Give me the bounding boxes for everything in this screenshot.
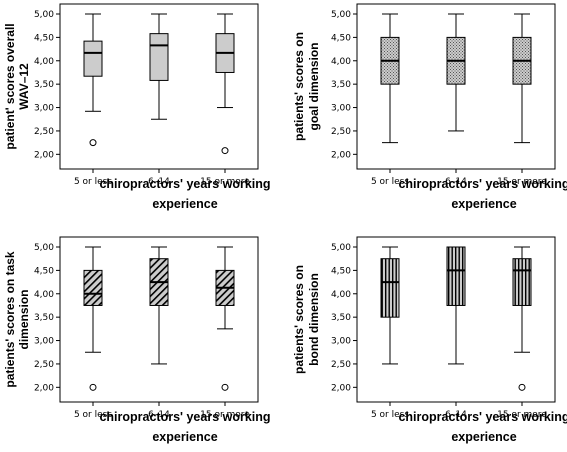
y-tick-label: 3,00	[34, 104, 54, 114]
iqr-box	[83, 40, 103, 77]
box-2	[446, 246, 466, 365]
y-tick-label: 5,00	[34, 243, 54, 253]
chart-panel-3: 2,00 2,50 3,00 3,50 4,00 4,50 5,00 5 or less 6–1…	[3, 236, 271, 444]
y-tick-label: 3,00	[331, 104, 351, 114]
chart-panel-2: 2,00 2,50 3,00 3,50 4,00 4,50 5,00 5 or less 6–1…	[292, 3, 567, 211]
outlier-point	[89, 139, 97, 147]
iqr-box	[149, 33, 169, 81]
x-tick-label: 15 or more	[200, 177, 250, 187]
y-tick-label: 2,50	[34, 127, 54, 137]
x-axis-label: chiropractors' years working experience	[398, 410, 567, 444]
y-axis-label: patients' scores on taskdimension	[3, 251, 31, 388]
y-tick-label: 2,00	[34, 150, 54, 160]
y-tick-label: 3,00	[34, 337, 54, 347]
box-2	[149, 13, 169, 120]
y-tick-label: 4,50	[34, 266, 54, 276]
x-tick-label: 15 or more	[497, 410, 547, 420]
y-tick-label: 3,00	[331, 337, 351, 347]
x-tick-label: 5 or less	[74, 177, 112, 187]
y-axis-label: patient' scores overallWAV–12	[3, 23, 31, 149]
outlier-point	[518, 383, 526, 391]
x-tick-label: 5 or less	[371, 177, 409, 187]
x-axis-label: chiropractors' years working experience	[99, 177, 270, 211]
y-tick-label: 2,00	[331, 383, 351, 393]
x-axis-label: chiropractors' years working experience	[398, 177, 567, 211]
iqr-box	[83, 269, 103, 306]
box-3	[512, 13, 532, 144]
y-tick-label: 2,50	[331, 360, 351, 370]
y-tick-label: 4,00	[34, 290, 54, 300]
y-tick-label: 3,50	[34, 80, 54, 90]
y-tick-label: 4,50	[34, 33, 54, 43]
y-tick-label: 4,00	[331, 57, 351, 67]
x-tick-label: 15 or more	[497, 177, 547, 187]
box-1	[380, 13, 400, 144]
x-axis-label: chiropractors' years working experience	[99, 410, 270, 444]
x-tick-label: 5 or less	[371, 410, 409, 420]
box-3	[512, 246, 532, 391]
y-tick-label: 2,50	[34, 360, 54, 370]
y-axis-label: patients' scores ongoal dimension	[292, 32, 321, 141]
box-2	[149, 246, 169, 365]
y-tick-label: 4,50	[331, 33, 351, 43]
chart-panel-4: 2,00 2,50 3,00 3,50 4,00 4,50 5,00 5 or less 6–1…	[292, 236, 567, 444]
y-tick-label: 3,50	[331, 80, 351, 90]
outlier-point	[221, 383, 229, 391]
x-tick-label: 5 or less	[74, 410, 112, 420]
outlier-point	[221, 147, 229, 155]
box-1	[83, 246, 103, 391]
x-tick-label: 6–14	[148, 177, 170, 187]
y-tick-label: 4,00	[34, 57, 54, 67]
x-tick-label: 6–14	[148, 410, 170, 420]
chart-panel-1: 2,00 2,50 3,00 3,50 4,00 4,50 5,00 5 or less 6–1…	[3, 3, 271, 211]
box-3	[215, 13, 235, 155]
y-tick-label: 3,50	[331, 313, 351, 323]
y-tick-label: 2,50	[331, 127, 351, 137]
x-tick-label: 6–14	[445, 177, 467, 187]
iqr-box	[512, 258, 532, 306]
y-axis-label: patients' scores onbond dimension	[292, 265, 321, 374]
y-tick-label: 4,00	[331, 290, 351, 300]
y-tick-label: 3,50	[34, 313, 54, 323]
x-tick-label: 15 or more	[200, 410, 250, 420]
y-tick-label: 5,00	[331, 243, 351, 253]
box-2	[446, 13, 466, 132]
box-1	[380, 246, 400, 365]
y-tick-label: 2,00	[331, 150, 351, 160]
y-tick-label: 4,50	[331, 266, 351, 276]
box-1	[83, 13, 103, 147]
box-3	[215, 246, 235, 391]
outlier-point	[89, 383, 97, 391]
x-tick-label: 6–14	[445, 410, 467, 420]
y-tick-label: 2,00	[34, 383, 54, 393]
y-tick-label: 5,00	[331, 10, 351, 20]
iqr-box	[380, 258, 400, 318]
y-tick-label: 5,00	[34, 10, 54, 20]
iqr-box	[446, 246, 466, 306]
